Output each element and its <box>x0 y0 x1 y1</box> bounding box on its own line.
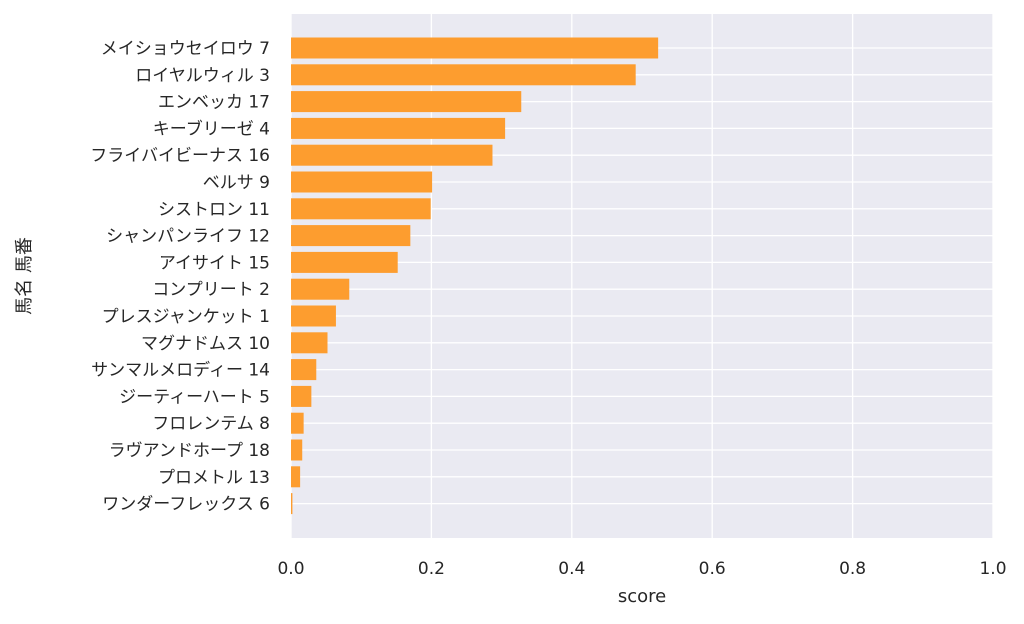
bars <box>291 37 659 515</box>
y-tick-label: エンベッカ 17 <box>158 93 270 113</box>
bar <box>291 171 433 193</box>
bar <box>291 305 336 327</box>
x-tick-labels: 0.0 0.2 0.4 0.6 0.8 1.0 <box>277 559 1006 579</box>
y-tick-label: アイサイト 15 <box>159 253 270 273</box>
bar <box>291 144 493 166</box>
x-axis-label: score <box>618 586 666 607</box>
y-tick-label: フロレンテム 8 <box>152 414 270 434</box>
y-tick-label: サンマルメロディー 14 <box>91 360 270 381</box>
x-tick-label: 0.4 <box>558 559 585 579</box>
y-tick-label: プロメトル 13 <box>158 468 270 488</box>
bar <box>291 225 411 247</box>
y-tick-label: シストロン 11 <box>158 200 270 220</box>
y-tick-label: キーブリーゼ 4 <box>153 118 270 139</box>
y-tick-label: ワンダーフレックス 6 <box>102 495 270 515</box>
bar <box>291 91 522 113</box>
bar <box>291 493 293 515</box>
y-tick-label: ジーティーハート 5 <box>119 387 270 407</box>
y-tick-label: ロイヤルウィル 3 <box>135 66 270 86</box>
bar <box>291 332 328 354</box>
bar <box>291 439 303 461</box>
y-tick-label: コンプリート 2 <box>152 280 270 300</box>
bar <box>291 385 312 407</box>
x-tick-label: 1.0 <box>979 559 1006 579</box>
x-tick-label: 0.0 <box>277 559 304 579</box>
y-tick-label: シャンパンライフ 12 <box>106 227 270 247</box>
x-tick-label: 0.8 <box>839 559 866 579</box>
x-tick-label: 0.2 <box>418 559 445 579</box>
bar <box>291 466 301 488</box>
bar <box>291 412 304 434</box>
bar <box>291 359 317 381</box>
bar <box>291 64 636 86</box>
bar <box>291 251 398 273</box>
y-tick-labels: メイショウセイロウ 7 ロイヤルウィル 3 エンベッカ 17 キーブリーゼ 4 フライバ… <box>90 39 270 515</box>
y-tick-label: ラヴアンドホープ 18 <box>109 441 270 461</box>
x-tick-label: 0.6 <box>699 559 726 579</box>
bar <box>291 198 431 220</box>
y-tick-label: メイショウセイロウ 7 <box>101 39 270 59</box>
bar <box>291 278 350 300</box>
bar <box>291 37 659 59</box>
y-tick-label: ベルサ 9 <box>203 173 270 193</box>
bar <box>291 117 506 139</box>
y-tick-label: プレスジャンケット 1 <box>102 307 270 327</box>
y-tick-label: フライバイビーナス 16 <box>90 146 270 166</box>
y-tick-label: マグナドムス 10 <box>141 334 270 354</box>
y-axis-label: 馬名 馬番 <box>14 237 35 315</box>
